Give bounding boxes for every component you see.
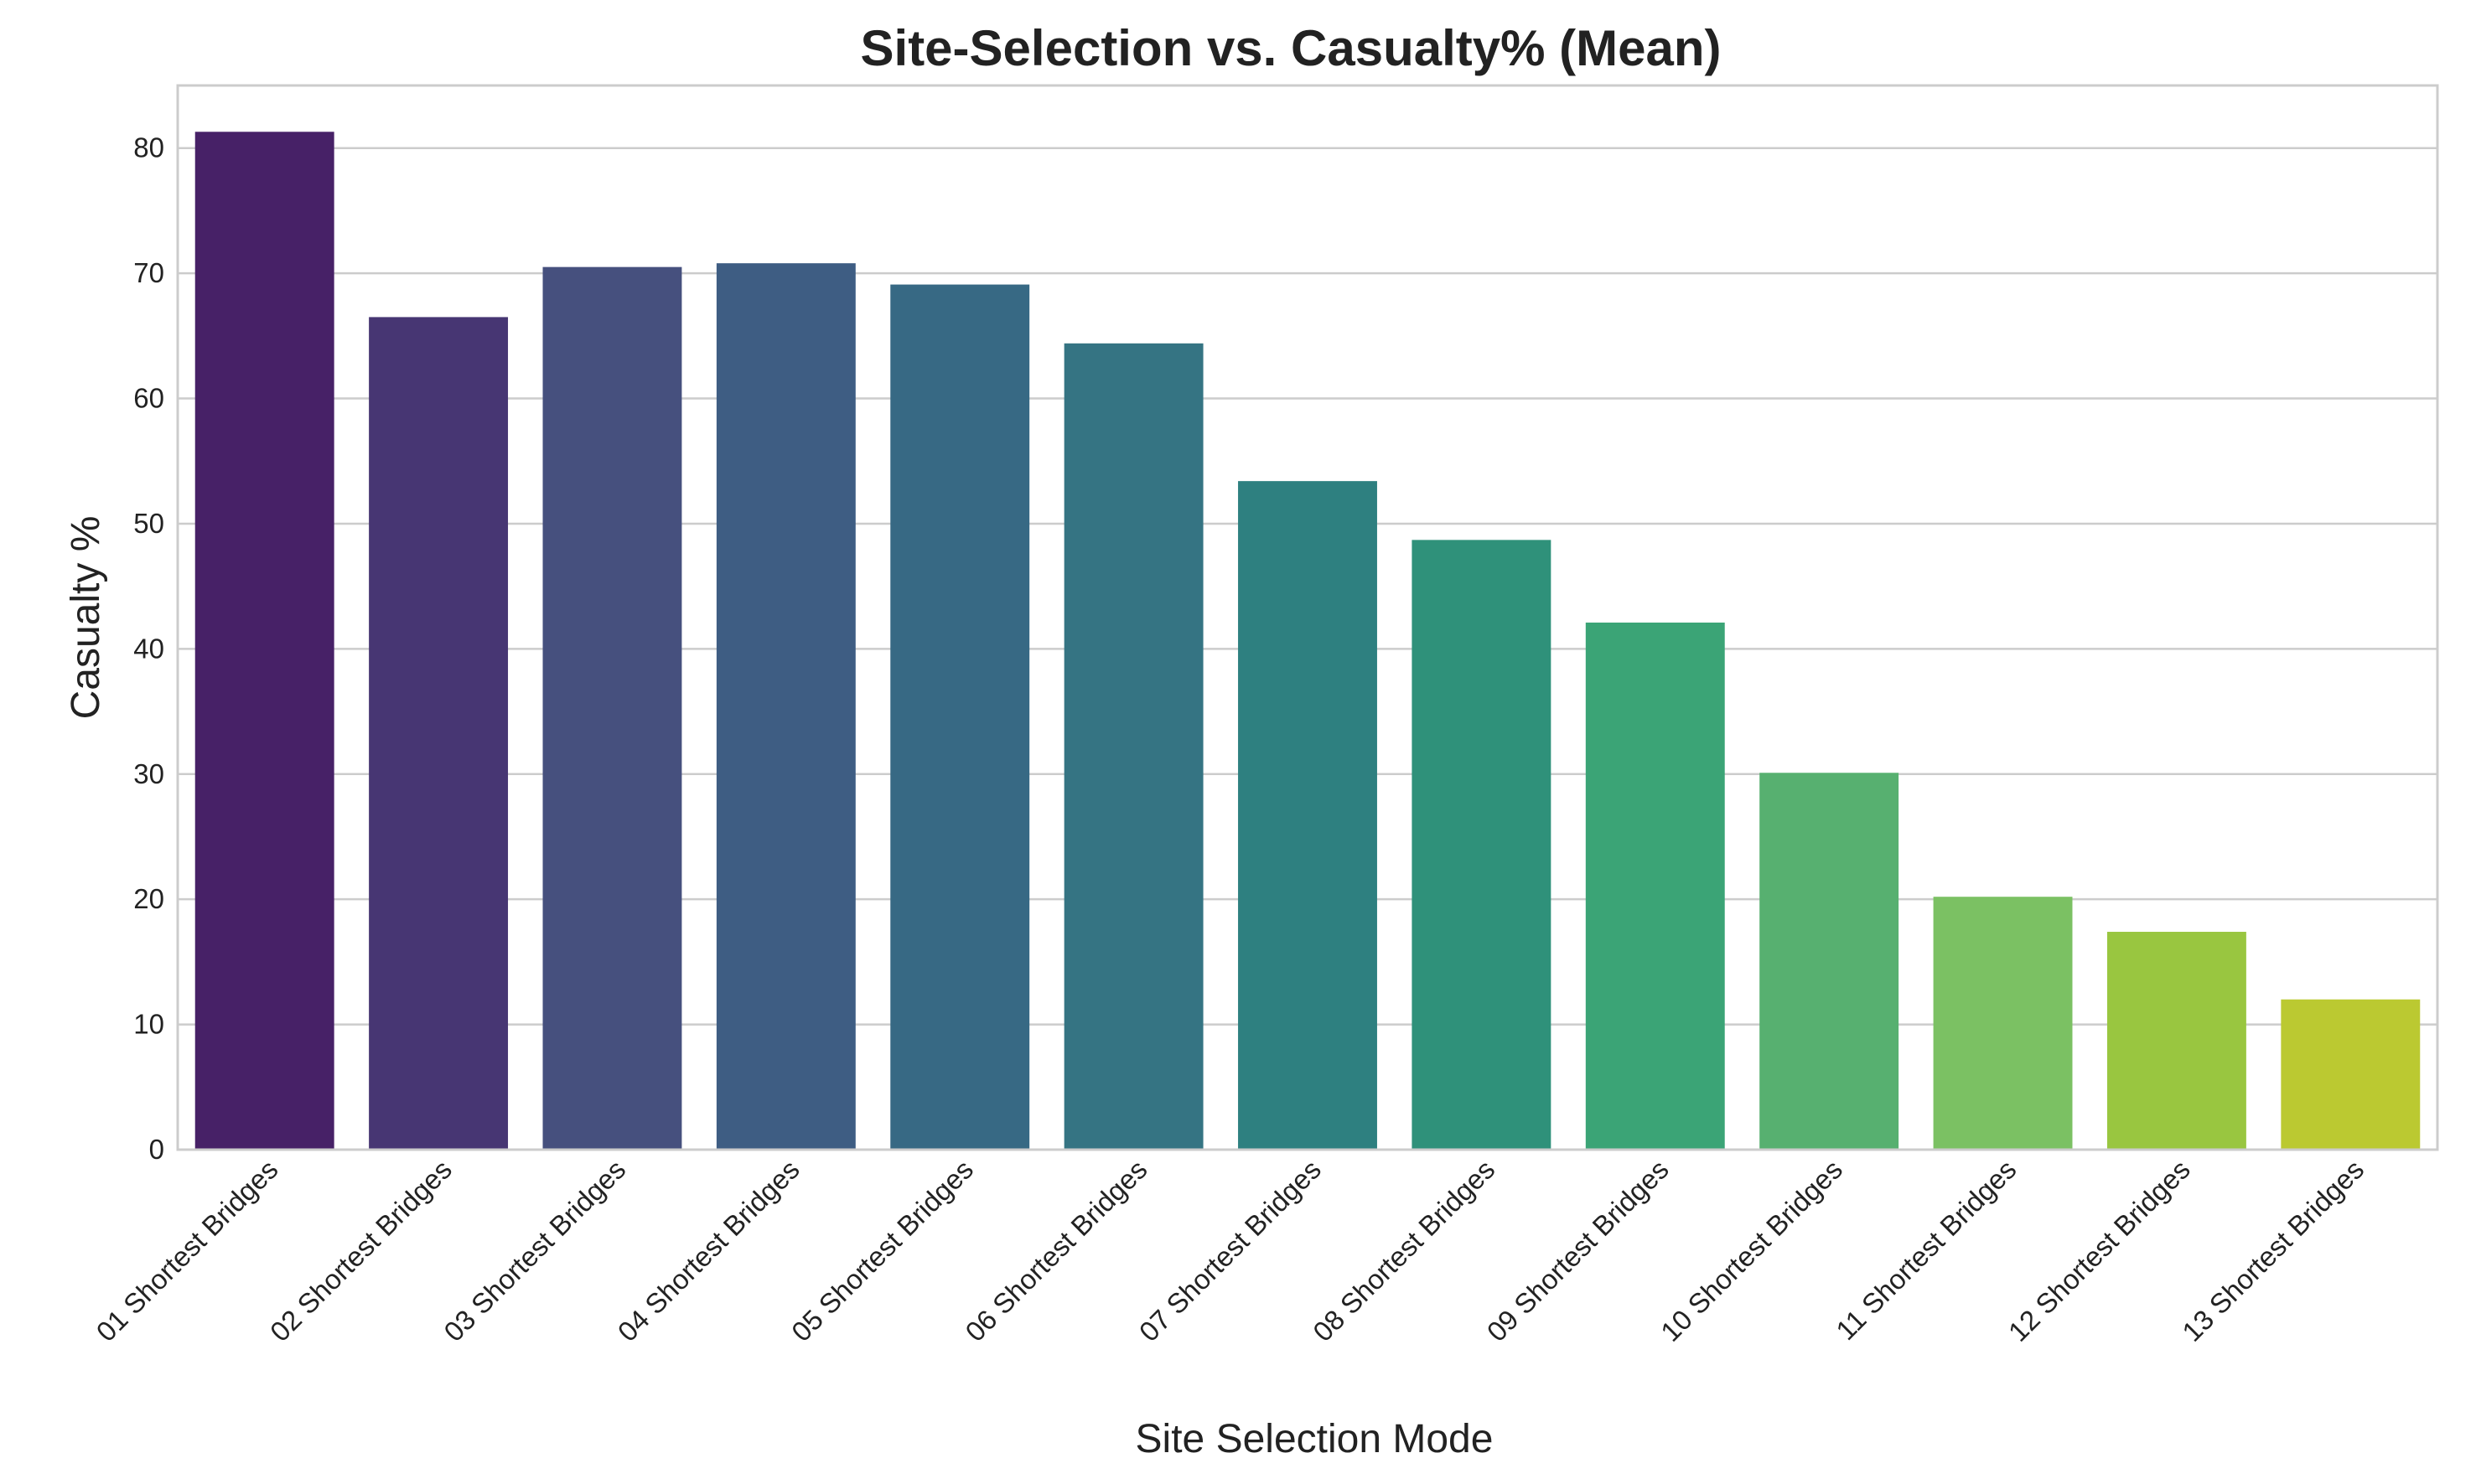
- x-tick-label: 07 Shortest Bridges: [1133, 1154, 1327, 1347]
- bar-1: [194, 132, 334, 1150]
- y-tick-label: 20: [133, 883, 164, 914]
- bar-11: [1933, 897, 2073, 1150]
- bar-7: [1238, 481, 1377, 1150]
- y-tick-label: 30: [133, 758, 164, 789]
- chart-title: Site-Selection vs. Casualty% (Mean): [861, 20, 1722, 76]
- x-tick-label: 06 Shortest Bridges: [959, 1154, 1153, 1347]
- bar-10: [1759, 773, 1899, 1150]
- bars: [194, 132, 2421, 1150]
- y-tick-label: 40: [133, 633, 164, 664]
- bar-6: [1064, 343, 1204, 1150]
- y-tick-label: 0: [149, 1134, 164, 1165]
- x-tick-label: 12 Shortest Bridges: [2002, 1154, 2196, 1347]
- y-tick-label: 80: [133, 132, 164, 163]
- bar-2: [369, 317, 509, 1150]
- bar-9: [1585, 622, 1725, 1150]
- bar-12: [2106, 932, 2246, 1150]
- x-tick-label: 09 Shortest Bridges: [1481, 1154, 1675, 1347]
- plot-frame: [176, 84, 2439, 1151]
- y-tick-label: 50: [133, 508, 164, 539]
- x-tick-label: 04 Shortest Bridges: [612, 1154, 805, 1347]
- x-tick-label: 02 Shortest Bridges: [264, 1154, 458, 1347]
- bar-5: [890, 284, 1030, 1150]
- x-tick-label: 10 Shortest Bridges: [1655, 1154, 1848, 1347]
- y-tick-label: 10: [133, 1009, 164, 1040]
- x-tick-label: 11 Shortest Bridges: [1830, 1154, 2022, 1346]
- bar-4: [716, 263, 856, 1150]
- y-tick-labels: 0 10 20 30 40 50 60 70 80: [133, 132, 164, 1165]
- x-tick-label: 13 Shortest Bridges: [2176, 1154, 2370, 1347]
- x-tick-label: 03 Shortest Bridges: [438, 1154, 631, 1347]
- y-tick-label: 70: [133, 257, 164, 288]
- x-tick-label: 08 Shortest Bridges: [1307, 1154, 1500, 1347]
- bar-3: [542, 266, 682, 1150]
- x-axis-label: Site Selection Mode: [1136, 1417, 1494, 1461]
- y-axis-label: Casualty %: [64, 516, 108, 720]
- bar-8: [1412, 540, 1551, 1150]
- x-tick-label: 05 Shortest Bridges: [785, 1154, 979, 1347]
- x-tick-label: 01 Shortest Bridges: [91, 1154, 284, 1347]
- bar-13: [2281, 999, 2421, 1150]
- y-tick-label: 60: [133, 383, 164, 414]
